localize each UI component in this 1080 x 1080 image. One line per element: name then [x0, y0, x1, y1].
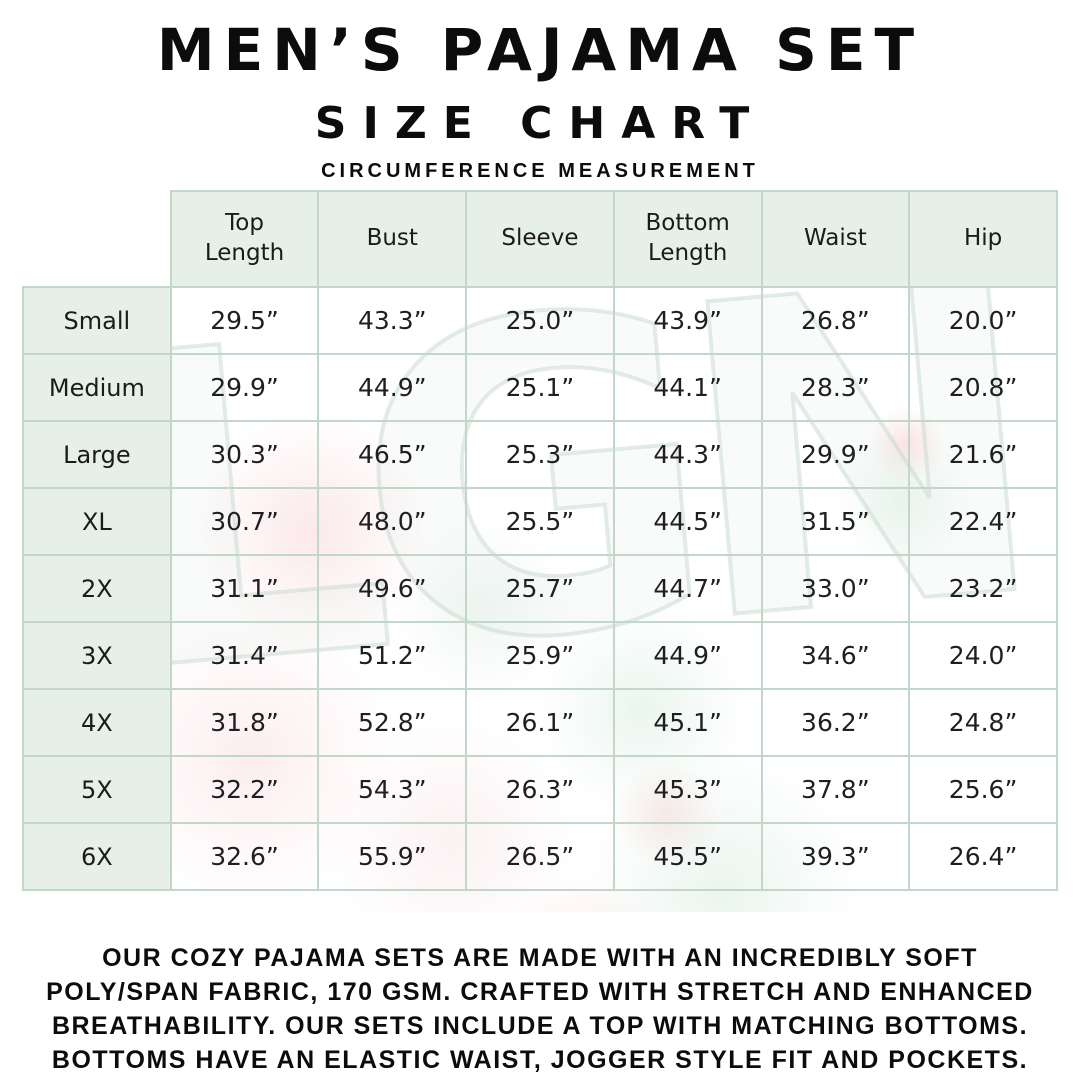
size-value-cell: 25.0”: [465, 286, 615, 355]
table-row: 2X 31.1” 49.6” 25.7” 44.7” 33.0” 23.2”: [22, 554, 1058, 623]
size-value-cell: 25.6”: [908, 755, 1058, 824]
column-header-hip: Hip: [908, 190, 1058, 288]
size-value-cell: 21.6”: [908, 420, 1058, 489]
row-label-medium: Medium: [22, 353, 172, 422]
size-table-container: LGN Top Length Bust Sleeve Bottom Length Wai…: [22, 190, 1058, 912]
measurement-label: CIRCUMFERENCE MEASUREMENT: [321, 160, 759, 182]
size-value-cell: 45.5”: [612, 822, 763, 891]
size-value-cell: 31.4”: [169, 621, 320, 690]
size-value-cell: 54.3”: [317, 755, 468, 824]
table-row: Medium 29.9” 44.9” 25.1” 44.1” 28.3” 20.8”: [22, 353, 1058, 422]
row-label-4x: 4X: [22, 688, 172, 757]
size-value-cell: 44.7”: [612, 554, 763, 623]
row-label-xl: XL: [22, 487, 172, 556]
size-value-cell: 29.9”: [169, 353, 320, 422]
size-value-cell: 33.0”: [760, 554, 911, 623]
size-value-cell: 25.7”: [465, 554, 615, 623]
row-label-3x: 3X: [22, 621, 172, 690]
size-value-cell: 34.6”: [760, 621, 911, 690]
table-row: 6X 32.6” 55.9” 26.5” 45.5” 39.3” 26.4”: [22, 822, 1058, 891]
size-value-cell: 45.1”: [612, 688, 763, 757]
size-value-cell: 44.9”: [317, 353, 468, 422]
size-table-header: Top Length Bust Sleeve Bottom Length Waist Hi…: [23, 190, 1058, 288]
table-row: Large 30.3” 46.5” 25.3” 44.3” 29.9” 21.6”: [22, 420, 1058, 489]
column-header-sleeve: Sleeve: [465, 190, 615, 288]
page-title: MEN’S PAJAMA SET: [156, 16, 924, 84]
size-value-cell: 44.5”: [612, 487, 763, 556]
description-text: OUR COZY PAJAMA SETS ARE MADE WITH AN IN…: [0, 941, 1080, 1077]
size-value-cell: 51.2”: [317, 621, 468, 690]
row-label-small: Small: [22, 286, 172, 355]
size-value-cell: 48.0”: [317, 487, 468, 556]
size-value-cell: 55.9”: [317, 822, 468, 891]
size-value-cell: 43.3”: [317, 286, 468, 355]
table-row: Small 29.5” 43.3” 25.0” 43.9” 26.8” 20.0”: [22, 286, 1058, 355]
size-value-cell: 22.4”: [908, 487, 1058, 556]
size-value-cell: 39.3”: [760, 822, 911, 891]
size-value-cell: 31.1”: [169, 554, 320, 623]
size-value-cell: 23.2”: [908, 554, 1058, 623]
description-line: BREATHABILITY. OUR SETS INCLUDE A TOP WI…: [51, 1012, 1029, 1040]
column-header-waist: Waist: [760, 190, 911, 288]
description-line: POLY/SPAN FABRIC, 170 GSM. CRAFTED WITH …: [46, 978, 1034, 1006]
size-value-cell: 25.3”: [465, 420, 615, 489]
size-value-cell: 29.5”: [169, 286, 320, 355]
row-label-large: Large: [22, 420, 172, 489]
size-value-cell: 26.8”: [760, 286, 911, 355]
description-line: BOTTOMS HAVE AN ELASTIC WAIST, JOGGER ST…: [51, 1046, 1029, 1074]
size-value-cell: 26.1”: [465, 688, 615, 757]
description-line: OUR COZY PAJAMA SETS ARE MADE WITH AN IN…: [102, 944, 978, 972]
table-row: XL 30.7” 48.0” 25.5” 44.5” 31.5” 22.4”: [22, 487, 1058, 556]
size-value-cell: 30.7”: [169, 487, 320, 556]
size-table-body: Small 29.5” 43.3” 25.0” 43.9” 26.8” 20.0” Mediu…: [22, 286, 1058, 891]
size-value-cell: 46.5”: [317, 420, 468, 489]
size-value-cell: 26.5”: [465, 822, 615, 891]
size-value-cell: 24.0”: [908, 621, 1058, 690]
size-value-cell: 49.6”: [317, 554, 468, 623]
column-header-bottom-length: Bottom Length: [612, 190, 763, 288]
blank-corner-cell: [23, 191, 171, 287]
size-value-cell: 28.3”: [760, 353, 911, 422]
size-value-cell: 31.5”: [760, 487, 911, 556]
row-label-2x: 2X: [22, 554, 172, 623]
row-label-6x: 6X: [22, 822, 172, 891]
table-row: 4X 31.8” 52.8” 26.1” 45.1” 36.2” 24.8”: [22, 688, 1058, 757]
size-value-cell: 29.9”: [760, 420, 911, 489]
size-value-cell: 25.5”: [465, 487, 615, 556]
size-value-cell: 25.1”: [465, 353, 615, 422]
size-value-cell: 32.2”: [169, 755, 320, 824]
size-value-cell: 44.9”: [612, 621, 763, 690]
header-row: Top Length Bust Sleeve Bottom Length Waist Hi…: [23, 190, 1058, 288]
size-value-cell: 30.3”: [169, 420, 320, 489]
size-value-cell: 25.9”: [465, 621, 615, 690]
size-value-cell: 37.8”: [760, 755, 911, 824]
size-value-cell: 45.3”: [612, 755, 763, 824]
size-value-cell: 26.4”: [908, 822, 1058, 891]
size-value-cell: 32.6”: [169, 822, 320, 891]
size-value-cell: 24.8”: [908, 688, 1058, 757]
size-value-cell: 31.8”: [169, 688, 320, 757]
column-header-top-length: Top Length: [169, 190, 320, 288]
table-row: 3X 31.4” 51.2” 25.9” 44.9” 34.6” 24.0”: [22, 621, 1058, 690]
row-label-5x: 5X: [22, 755, 172, 824]
size-value-cell: 26.3”: [465, 755, 615, 824]
size-value-cell: 20.8”: [908, 353, 1058, 422]
size-value-cell: 44.3”: [612, 420, 763, 489]
size-value-cell: 20.0”: [908, 286, 1058, 355]
column-header-bust: Bust: [317, 190, 468, 288]
size-value-cell: 52.8”: [317, 688, 468, 757]
size-table: Top Length Bust Sleeve Bottom Length Waist Hi…: [22, 190, 1058, 891]
size-value-cell: 44.1”: [612, 353, 763, 422]
table-row: 5X 32.2” 54.3” 26.3” 45.3” 37.8” 25.6”: [22, 755, 1058, 824]
size-value-cell: 43.9”: [612, 286, 763, 355]
size-value-cell: 36.2”: [760, 688, 911, 757]
page-subtitle: SIZE CHART: [314, 98, 766, 149]
